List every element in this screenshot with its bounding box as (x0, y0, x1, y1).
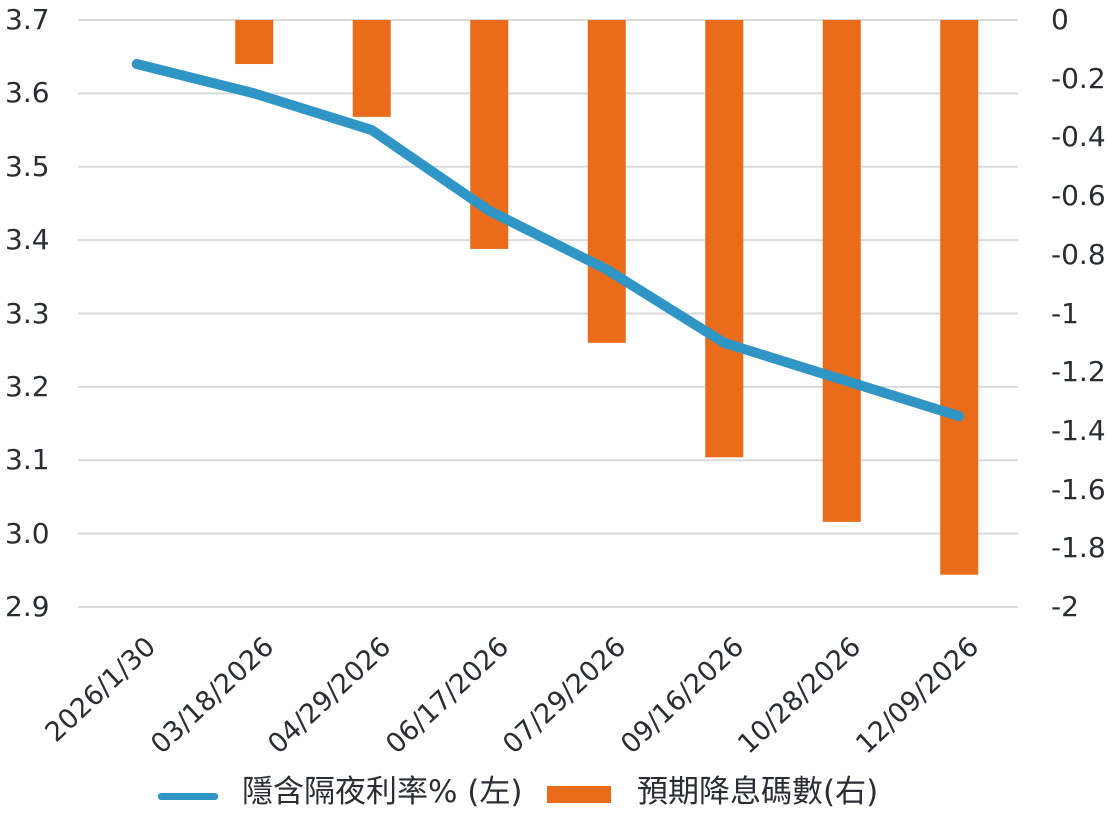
left-axis-tick: 3.3 (5, 296, 50, 330)
right-axis-tick: -1.2 (1051, 355, 1106, 389)
bar (940, 20, 979, 575)
bar (587, 20, 626, 343)
left-axis-tick: 3.2 (5, 369, 50, 403)
right-axis-tick: -1.8 (1051, 531, 1106, 565)
right-axis-tick: -1.6 (1051, 472, 1106, 506)
rate-line (131, 59, 965, 422)
right-axis-tick: -0.8 (1051, 237, 1106, 271)
right-axis-tick: -2 (1051, 590, 1079, 623)
legend-bar-label: 預期降息碼數(右) (637, 774, 879, 810)
left-axis-tick: 2.9 (5, 590, 50, 623)
bar (705, 20, 744, 458)
right-axis-tick: 0 (1051, 3, 1069, 36)
right-axis-tick: -1.4 (1051, 413, 1106, 447)
left-axis-tick: 3.0 (5, 516, 50, 550)
right-axis-tick: -1 (1051, 296, 1079, 330)
right-axis-tick: -0.6 (1051, 179, 1106, 213)
right-axis-tick: -0.2 (1051, 61, 1106, 95)
left-axis-tick: 3.5 (5, 149, 50, 183)
legend-line-swatch (158, 793, 218, 800)
left-axis-tick: 3.4 (5, 223, 50, 257)
legend-bar-swatch (547, 786, 611, 803)
bar (235, 20, 274, 65)
bar (822, 20, 861, 522)
legend-line-label: 隱含隔夜利率% (左) (242, 774, 523, 810)
left-axis-tick: 3.6 (5, 76, 50, 110)
bar (352, 20, 391, 117)
left-axis-tick: 3.1 (5, 443, 50, 477)
right-axis-tick: -0.4 (1051, 120, 1106, 154)
left-axis-tick: 3.7 (5, 3, 50, 36)
